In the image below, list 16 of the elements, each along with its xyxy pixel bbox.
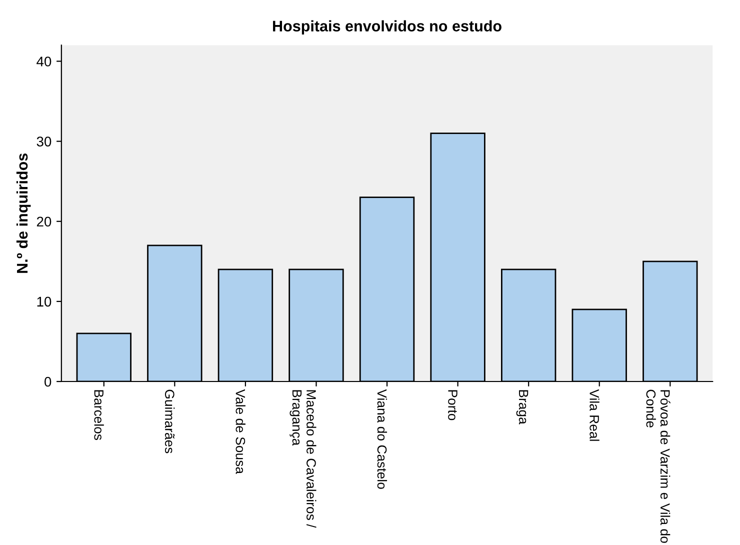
y-tick-label: 20 xyxy=(36,216,52,227)
x-tick-label: Viana do Castelo xyxy=(377,389,388,489)
y-tick-label: 40 xyxy=(36,56,52,66)
y-axis-title: N.º de inquiridos xyxy=(16,153,31,273)
chart-title: Hospitais envolvidos no estudo xyxy=(273,20,502,35)
x-tick-label: Porto xyxy=(448,390,458,420)
x-tick-label: Guimarães xyxy=(164,390,175,454)
x-tick-label: Barcelos xyxy=(94,390,104,440)
x-tick-label: Vila Real xyxy=(590,389,600,441)
x-tick-label: Póvoa de Varzim e Vila do Conde xyxy=(646,390,670,543)
x-tick-label: Vale de Sousa xyxy=(236,389,246,474)
x-tick-label: Macedo de Cavaleiros / Bragança xyxy=(290,390,316,528)
y-tick-label: 0 xyxy=(44,376,52,387)
x-tick-label: Braga xyxy=(516,390,528,424)
y-tick-label: 30 xyxy=(36,136,52,146)
y-tick-label: 10 xyxy=(37,296,52,307)
